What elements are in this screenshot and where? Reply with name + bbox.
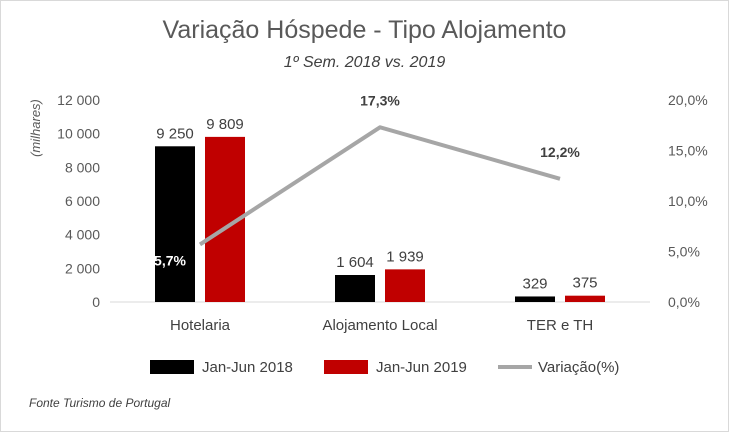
chart-title: Variação Hóspede - Tipo Alojamento <box>162 16 567 44</box>
bar-value-label: 1 939 <box>386 248 424 265</box>
bar <box>565 295 605 302</box>
y-tick-label: 8 000 <box>65 159 100 175</box>
bar <box>335 274 375 302</box>
bar-value-label: 1 604 <box>336 254 374 271</box>
y2-tick-label: 10,0% <box>668 193 708 209</box>
line-value-label: 17,3% <box>360 92 400 108</box>
bar <box>385 269 425 302</box>
chart-subtitle: 1º Sem. 2018 vs. 2019 <box>283 54 446 71</box>
bar <box>515 296 555 302</box>
line-value-label: 5,7% <box>154 252 186 268</box>
y2-tick-label: 20,0% <box>668 92 708 108</box>
y-axis-label: (milhares) <box>28 99 43 157</box>
category-label: Hotelaria <box>170 317 231 334</box>
y2-tick-label: 5,0% <box>668 244 700 260</box>
source-note: Fonte Turismo de Portugal <box>29 396 171 410</box>
y-tick-label: 0 <box>92 294 100 310</box>
y-tick-label: 10 000 <box>57 126 100 142</box>
category-label: Alojamento Local <box>322 317 437 334</box>
y-tick-label: 4 000 <box>65 227 100 243</box>
line-value-label: 12,2% <box>540 144 580 160</box>
bar <box>155 146 195 302</box>
bar-value-label: 329 <box>522 275 547 292</box>
legend-label: Jan-Jun 2019 <box>376 359 467 376</box>
variation-line <box>198 125 561 247</box>
category-label: TER e TH <box>527 317 593 334</box>
legend-swatch <box>150 360 194 374</box>
y-tick-label: 2 000 <box>65 260 100 276</box>
bar-value-label: 375 <box>572 275 597 292</box>
legend-label: Variação(%) <box>538 359 619 376</box>
y-tick-label: 12 000 <box>57 92 100 108</box>
bar-value-label: 9 250 <box>156 125 194 142</box>
y2-tick-label: 15,0% <box>668 143 708 159</box>
legend-swatch <box>324 360 368 374</box>
y2-tick-label: 0,0% <box>668 294 700 310</box>
y-tick-label: 6 000 <box>65 193 100 209</box>
legend-label: Jan-Jun 2018 <box>202 359 293 376</box>
bar-value-label: 9 809 <box>206 116 244 133</box>
